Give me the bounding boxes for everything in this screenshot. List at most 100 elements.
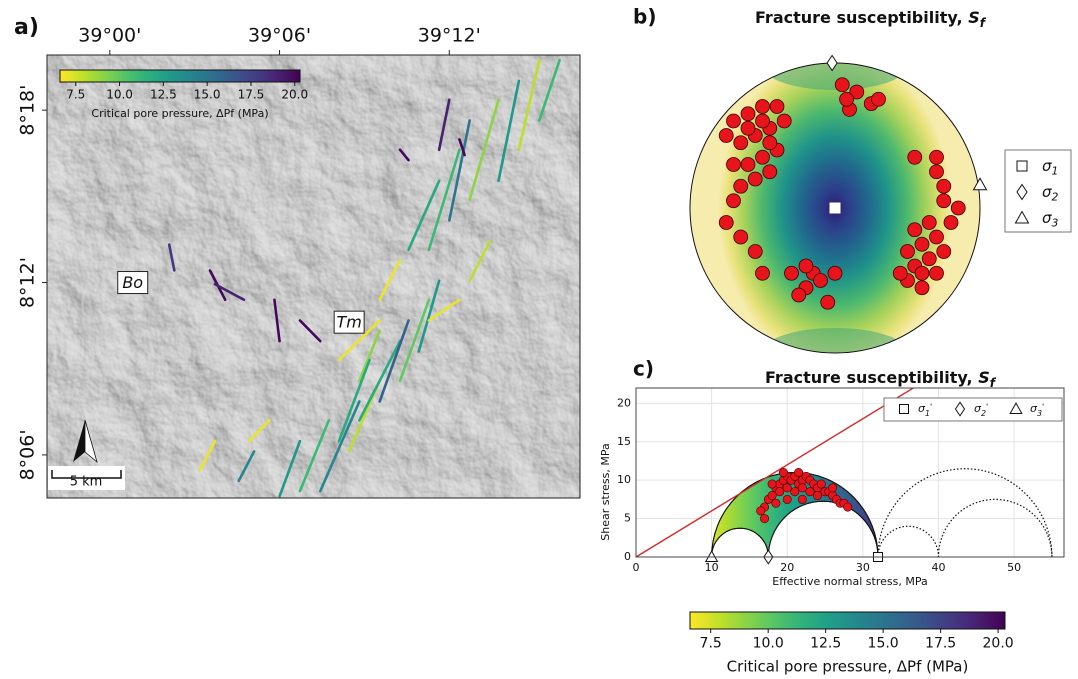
pole-point — [785, 266, 799, 280]
fracture-point — [772, 499, 780, 507]
colorbar-tick-label: 17.5 — [925, 635, 956, 651]
y-axis-label: Shear stress, MPa — [599, 443, 612, 540]
fracture-point — [844, 503, 852, 511]
fracture-point — [783, 495, 791, 503]
pole-point — [748, 172, 762, 186]
y-tick-label: 0 — [624, 550, 631, 563]
legend-prime: ' — [1042, 402, 1044, 411]
map-panel: a) 7.510.012.515.017.520.0Critical pore … — [14, 15, 580, 498]
pole-point — [748, 245, 762, 259]
fracture-point — [813, 491, 821, 499]
pole-point — [951, 201, 965, 215]
y-tick-label: 15 — [617, 435, 631, 448]
pole-point — [719, 216, 733, 230]
pole-point — [922, 252, 936, 266]
pole-point — [937, 245, 951, 259]
panel-label: c) — [633, 357, 654, 381]
legend-prime: ' — [930, 402, 932, 411]
x-axis-label: Effective normal stress, MPa — [772, 575, 927, 588]
pole-point — [741, 121, 755, 135]
figure: a) 7.510.012.515.017.520.0Critical pore … — [0, 0, 1078, 679]
pole-point — [840, 92, 854, 106]
colorbar-tick-label: 10.0 — [106, 88, 133, 102]
pole-point — [915, 266, 929, 280]
pole-point — [719, 129, 733, 143]
panel-label: b) — [633, 5, 656, 29]
pole-point — [734, 179, 748, 193]
fracture-point — [775, 488, 783, 496]
pole-point — [756, 100, 770, 114]
fracture-point — [794, 468, 802, 476]
title-text: Fracture susceptibility, — [755, 8, 968, 27]
pole-point — [930, 266, 944, 280]
legend-subscript: 2 — [1052, 190, 1059, 203]
pole-point — [908, 150, 922, 164]
fracture-point — [783, 484, 791, 492]
y-tick-label: 20 — [617, 396, 631, 409]
fracture-point — [757, 507, 765, 515]
x-tick-label: 39°06' — [248, 25, 311, 47]
pole-point — [930, 165, 944, 179]
y-tick-label: 10 — [617, 473, 631, 486]
fracture-point — [768, 480, 776, 488]
pole-point — [930, 150, 944, 164]
pole-point — [828, 266, 842, 280]
title-symbol: S — [978, 368, 990, 387]
pole-point — [821, 295, 835, 309]
legend-symbol: σ — [1042, 157, 1052, 175]
fracture-point — [791, 488, 799, 496]
stress-marker — [1017, 161, 1027, 171]
x-tick-label: 40 — [931, 561, 945, 574]
y-tick-label: 8°18' — [17, 85, 39, 136]
colorbar-tick-label: 15.0 — [194, 88, 221, 102]
title-symbol: S — [968, 8, 980, 27]
pole-point — [727, 194, 741, 208]
colorbar-tick-label: 12.5 — [810, 635, 841, 651]
fracture-point — [817, 480, 825, 488]
pole-point — [799, 259, 813, 273]
pole-point — [937, 194, 951, 208]
pole-point — [741, 107, 755, 121]
legend-prime: ' — [986, 402, 988, 411]
pole-point — [727, 158, 741, 172]
pole-point — [756, 150, 770, 164]
pole-point — [930, 230, 944, 244]
x-tick-label: 30 — [856, 561, 870, 574]
pole-point — [893, 266, 907, 280]
colorbar-tick-label: 15.0 — [868, 635, 899, 651]
y-tick-label: 5 — [624, 512, 631, 525]
colorbar-bar — [690, 612, 1005, 629]
pole-point — [734, 136, 748, 150]
colorbar-tick-label: 20.0 — [983, 635, 1014, 651]
legend-box — [1005, 150, 1071, 232]
colorbar-tick-label: 7.5 — [66, 88, 85, 102]
title-text: Fracture susceptibility, — [765, 368, 978, 387]
x-tick-label: 0 — [633, 561, 640, 574]
pole-point — [727, 114, 741, 128]
colorbar-tick-label: 17.5 — [238, 88, 265, 102]
colorbar-tick-label: 7.5 — [700, 635, 722, 651]
y-tick-label: 8°06' — [17, 429, 39, 480]
contour-fill — [765, 328, 905, 372]
legend-subscript: 1 — [1052, 164, 1059, 177]
pole-point — [937, 179, 951, 193]
x-tick-label: 39°00' — [78, 25, 141, 47]
pole-point — [872, 92, 886, 106]
fracture-point — [779, 468, 787, 476]
pole-point — [770, 100, 784, 114]
title-subscript: f — [980, 16, 987, 30]
colorbar-bar — [60, 70, 300, 82]
pole-point — [908, 223, 922, 237]
title-subscript: f — [990, 376, 997, 390]
pole-point — [901, 245, 915, 259]
pole-point — [777, 114, 791, 128]
y-tick-label: 8°12' — [17, 257, 39, 308]
colorbar-label: Critical pore pressure, ΔPf (MPa) — [91, 107, 268, 120]
fracture-point — [798, 495, 806, 503]
x-tick-label: 39°12' — [418, 25, 481, 47]
page: {"chart_data": [ {"type": "map", "panel_… — [0, 0, 1078, 679]
fracture-point — [798, 484, 806, 492]
pole-point — [763, 136, 777, 150]
pole-point — [814, 274, 828, 288]
